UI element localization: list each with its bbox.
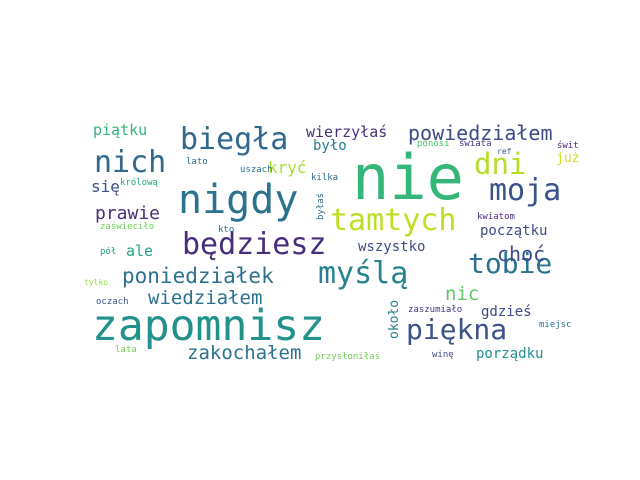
word-kilka: kilka xyxy=(311,173,338,183)
word-kto: kto xyxy=(218,225,234,235)
word-krolowa: królową xyxy=(120,177,158,188)
word-ponosi: ponosi xyxy=(417,139,450,149)
word-sie: się xyxy=(91,177,120,196)
word-oczach: oczach xyxy=(96,297,129,307)
word-juz: już xyxy=(556,151,579,166)
word-okolo: około xyxy=(387,300,402,339)
word-uszach: uszach xyxy=(240,165,273,175)
word-zapomnisz: zapomnisz xyxy=(92,301,325,351)
word-przyslonilas: przysłoniłaś xyxy=(315,351,380,362)
word-poczatku: początku xyxy=(480,223,547,239)
word-tobie: tobie xyxy=(468,247,552,280)
word-bedziesz: będziesz xyxy=(182,227,327,262)
word-tamtych: tamtych xyxy=(330,203,456,238)
word-swit: świt xyxy=(557,140,579,151)
word-wine: winę xyxy=(432,350,454,360)
word-wszystko: wszystko xyxy=(358,239,425,255)
word-wierzylas: wierzyłaś xyxy=(306,123,387,141)
word-miejsc: miejsc xyxy=(539,320,572,330)
word-swiata: świata xyxy=(459,138,492,149)
word-poniedzialek: poniedziałek xyxy=(122,264,274,288)
word-zaszumialo: zaszumiało xyxy=(408,305,462,315)
word-gdzies: gdzieś xyxy=(481,304,532,320)
word-prawie: prawie xyxy=(95,203,160,224)
word-choc: choć xyxy=(497,242,545,266)
word-tylko: tylko xyxy=(84,278,108,287)
word-piatku: piątku xyxy=(93,121,147,139)
word-porzadku: porządku xyxy=(476,346,543,362)
word-zaswiecilo: zaświeciło xyxy=(100,221,154,232)
word-powiedzialem: powiedziałem xyxy=(408,121,553,145)
word-piekna: piękna xyxy=(406,313,507,346)
word-dni: dni xyxy=(474,147,526,181)
word-kwiatom: kwiatom xyxy=(477,212,515,222)
word-wiedzialem: wiedziałem xyxy=(148,287,262,309)
word-nic: nic xyxy=(445,283,479,305)
word-ref: ref xyxy=(497,147,512,156)
word-bylas: byłaś xyxy=(315,193,326,220)
word-kryc: kryć xyxy=(268,158,307,177)
word-ale: ale xyxy=(126,242,153,260)
word-lata: lata xyxy=(115,345,137,355)
word-pol: pół xyxy=(100,246,116,257)
word-nie: nie xyxy=(352,141,464,214)
word-bylo: było xyxy=(313,138,347,154)
word-mysla: myślą xyxy=(318,256,408,291)
word-nigdy: nigdy xyxy=(178,177,298,223)
word-lato: lato xyxy=(186,157,208,167)
word-biegla: biegła xyxy=(180,122,288,157)
word-nich: nich xyxy=(94,145,166,180)
word-moja: moja xyxy=(489,173,561,208)
word-zakochalem: zakochałem xyxy=(187,342,301,364)
